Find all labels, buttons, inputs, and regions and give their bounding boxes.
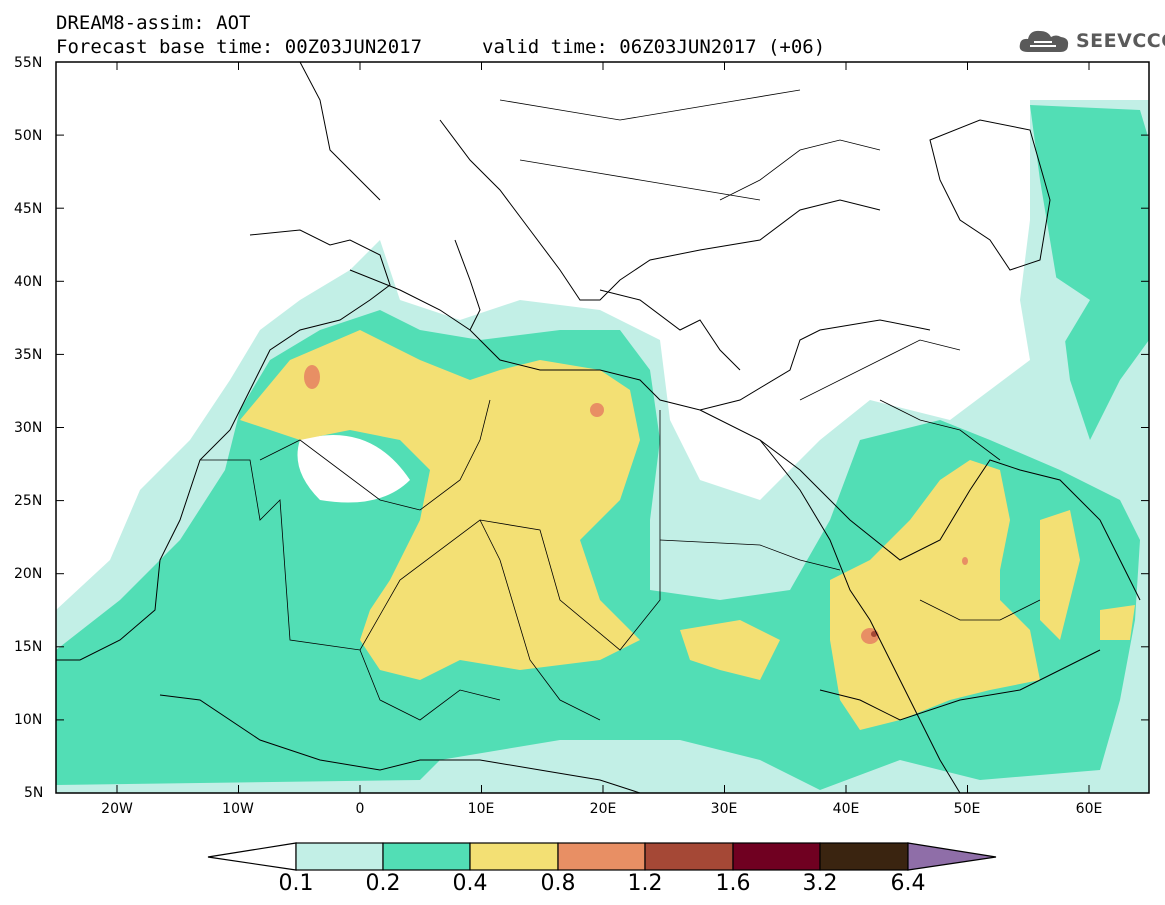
- country-borders: [200, 89, 1041, 721]
- lon-label: 50E: [953, 801, 981, 817]
- lat-label: 50N: [14, 128, 43, 144]
- colorbar-swatch-1.6: [732, 842, 821, 871]
- lon-label: 20W: [101, 801, 133, 817]
- brand-logo: SEEVCCC: [1018, 28, 1165, 54]
- colorbar: [207, 842, 997, 871]
- low-aot-region: [297, 260, 1090, 503]
- lat-label: 35N: [14, 347, 43, 363]
- colorbar-label: 0.2: [365, 871, 401, 896]
- lat-label: 25N: [14, 493, 43, 509]
- aot-level-0.4-region: [240, 330, 1135, 730]
- colorbar-label: 1.6: [715, 871, 751, 896]
- lat-label: 40N: [14, 274, 43, 290]
- lon-label: 10E: [467, 801, 495, 817]
- colorbar-label: 1.2: [627, 871, 663, 896]
- colorbar-swatch-1.2: [644, 842, 734, 871]
- lat-label: 30N: [14, 420, 43, 436]
- lon-label: 30E: [710, 801, 738, 817]
- colorbar-label: 0.1: [278, 871, 314, 896]
- aot-level-1.2-region: [871, 631, 877, 637]
- colorbar-label: 0.8: [540, 871, 576, 896]
- colorbar-swatch-0.2: [382, 842, 471, 871]
- lat-label: 45N: [14, 201, 43, 217]
- colorbar-swatch-0.4: [469, 842, 559, 871]
- forecast-base-time: Forecast base time: 00Z03JUN2017: [56, 36, 423, 58]
- colorbar-swatch-0.8: [557, 842, 646, 871]
- lat-label: 10N: [14, 712, 43, 728]
- lon-label: 0: [355, 801, 365, 817]
- lon-label: 60E: [1075, 801, 1103, 817]
- lat-label: 15N: [14, 639, 43, 655]
- colorbar-over-arrow: [907, 842, 997, 871]
- lon-label: 10W: [222, 801, 254, 817]
- colorbar-label: 6.4: [890, 871, 926, 896]
- lon-label: 20E: [589, 801, 617, 817]
- cloud-logo-icon: [1019, 30, 1069, 52]
- coastlines: [56, 62, 1141, 793]
- map-title: DREAM8-assim: AOT: [56, 12, 251, 34]
- colorbar-swatch-3.2: [819, 842, 909, 871]
- axis-ticks: [56, 61, 1149, 794]
- valid-time: valid time: 06Z03JUN2017 (+06): [482, 36, 826, 58]
- colorbar-label: 0.4: [452, 871, 488, 896]
- lon-label: 40E: [832, 801, 860, 817]
- brand-name: SEEVCCC: [1076, 30, 1165, 52]
- lat-label: 5N: [24, 785, 44, 801]
- colorbar-under-arrow: [207, 842, 297, 871]
- colorbar-label: 3.2: [802, 871, 838, 896]
- lat-label: 55N: [14, 55, 43, 71]
- lat-label: 20N: [14, 566, 43, 582]
- colorbar-swatch-0.1: [295, 842, 384, 871]
